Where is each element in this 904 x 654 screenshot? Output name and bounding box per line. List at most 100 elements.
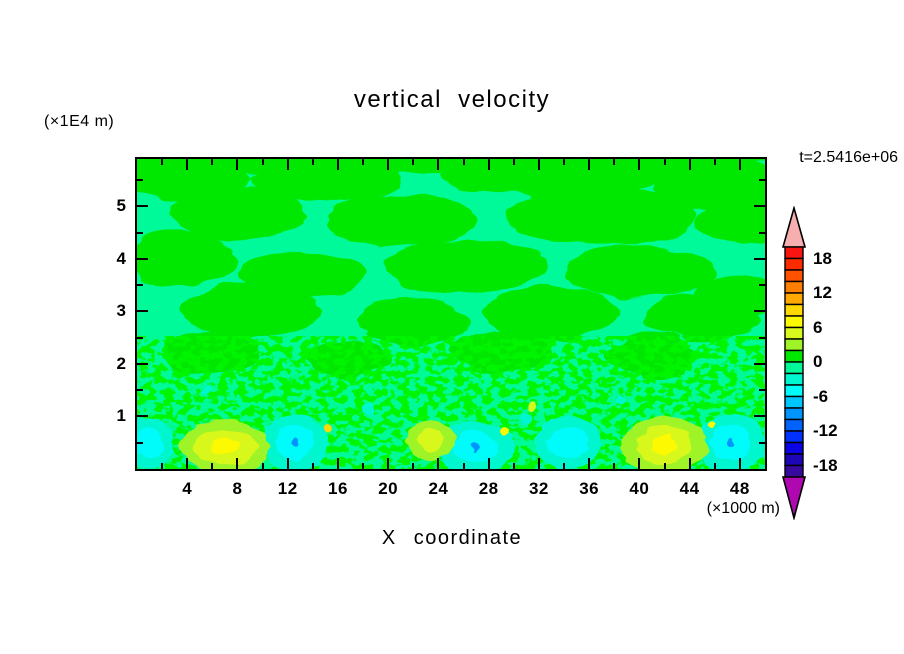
x-major-tick (588, 458, 591, 469)
x-tick-label: 32 (528, 479, 549, 498)
contour-blob (520, 413, 533, 425)
x-minor-tick-top (512, 159, 515, 165)
colorbar-segment (784, 303, 804, 317)
x-tick-label: 44 (679, 479, 700, 498)
contour-blob (499, 426, 508, 436)
z-major-tick (137, 205, 148, 208)
x-axis-title: X coordinate (381, 527, 523, 549)
colorbar-label: 18 (813, 248, 832, 268)
x-major-tick (738, 458, 741, 469)
colorbar-segment (784, 384, 804, 398)
x-minor-tick-top (311, 159, 314, 165)
x-tick-label: 4 (182, 479, 193, 498)
vertical-velocity-field (137, 159, 765, 469)
z-major-tick-right (754, 362, 765, 365)
contour-blob (645, 292, 759, 341)
timestamp-label: t=2.5416e+06 (799, 149, 898, 166)
x-major-tick (437, 458, 440, 469)
x-minor-tick (211, 463, 214, 469)
z-minor-tick (137, 179, 143, 182)
colorbar-segment (784, 361, 804, 375)
contour-blob (381, 240, 546, 293)
z-major-tick-right (754, 257, 765, 260)
z-axis-title: Z coordinate (0, 230, 3, 369)
chart-title: vertical velocity (353, 86, 551, 113)
z-minor-tick-right (759, 441, 765, 444)
colorbar-segment (784, 280, 804, 294)
x-minor-tick (613, 463, 616, 469)
colorbar-segment (784, 372, 804, 386)
x-major-tick-top (236, 159, 239, 170)
colorbar (782, 206, 807, 520)
contour-blob (137, 426, 164, 459)
z-minor-tick (137, 231, 143, 234)
x-major-tick-top (588, 159, 591, 170)
contour-blob (325, 193, 477, 246)
contour-blob (472, 442, 480, 452)
contour-blob (651, 159, 765, 209)
colorbar-label: 12 (813, 283, 832, 302)
z-minor-tick (137, 284, 143, 287)
z-minor-tick-right (759, 284, 765, 287)
contour-blob (168, 187, 307, 241)
x-major-tick-top (336, 159, 339, 170)
x-minor-tick-top (462, 159, 465, 165)
colorbar-segment (784, 326, 804, 340)
contour-blob (180, 285, 320, 338)
contour-plot-area (135, 157, 767, 471)
x-major-tick (186, 458, 189, 469)
contour-blob (564, 245, 715, 299)
x-major-tick-top (688, 159, 691, 170)
colorbar-end-arrow (782, 476, 807, 520)
x-tick-label: 36 (579, 479, 600, 498)
x-minor-tick-top (211, 159, 214, 165)
colorbar-segment (784, 407, 804, 421)
x-minor-tick-top (161, 159, 164, 165)
colorbar-label: 0 (813, 352, 823, 371)
x-major-tick-top (537, 159, 540, 170)
x-tick-label: 40 (629, 479, 650, 498)
x-major-tick-top (186, 159, 189, 170)
x-tick-label: 20 (378, 479, 399, 498)
z-minor-tick (137, 336, 143, 339)
colorbar-segment (784, 338, 804, 352)
x-major-tick-top (738, 159, 741, 170)
colorbar-segment (784, 395, 804, 409)
colorbar-segment (784, 441, 804, 455)
x-minor-tick-top (362, 159, 365, 165)
z-tick-label: 3 (116, 301, 126, 321)
x-tick-label: 24 (428, 479, 449, 498)
axis-ticks-layer (135, 157, 767, 471)
contour-blob (211, 438, 239, 456)
plot-border (135, 157, 767, 471)
contour-blob (201, 384, 212, 396)
colorbar-label: -18 (813, 455, 838, 475)
x-major-tick (688, 458, 691, 469)
x-tick-label: 16 (327, 479, 348, 498)
z-minor-tick-right (759, 336, 765, 339)
contour-blob (708, 419, 717, 430)
x-major-tick (336, 458, 339, 469)
colorbar-segment (784, 349, 804, 363)
contour-blob (418, 428, 444, 452)
x-minor-tick (663, 463, 666, 469)
x-major-tick-top (487, 159, 490, 170)
colorbar-label: 6 (813, 317, 823, 337)
contour-blob (363, 402, 376, 415)
x-major-tick-top (286, 159, 289, 170)
x-major-tick-top (638, 159, 641, 170)
x-tick-label: 12 (277, 479, 298, 498)
contour-blob (695, 198, 765, 246)
colorbar-segment (784, 315, 804, 329)
z-tick-label: 1 (116, 406, 126, 426)
x-minor-tick (362, 463, 365, 469)
x-minor-tick (161, 463, 164, 469)
colorbar-segment (784, 292, 804, 306)
z-tick-label: 4 (116, 248, 126, 268)
colorbar-segment (784, 246, 804, 260)
z-major-tick (137, 310, 148, 313)
z-tick-label: 2 (116, 353, 126, 373)
x-minor-tick (462, 463, 465, 469)
z-major-tick (137, 362, 148, 365)
